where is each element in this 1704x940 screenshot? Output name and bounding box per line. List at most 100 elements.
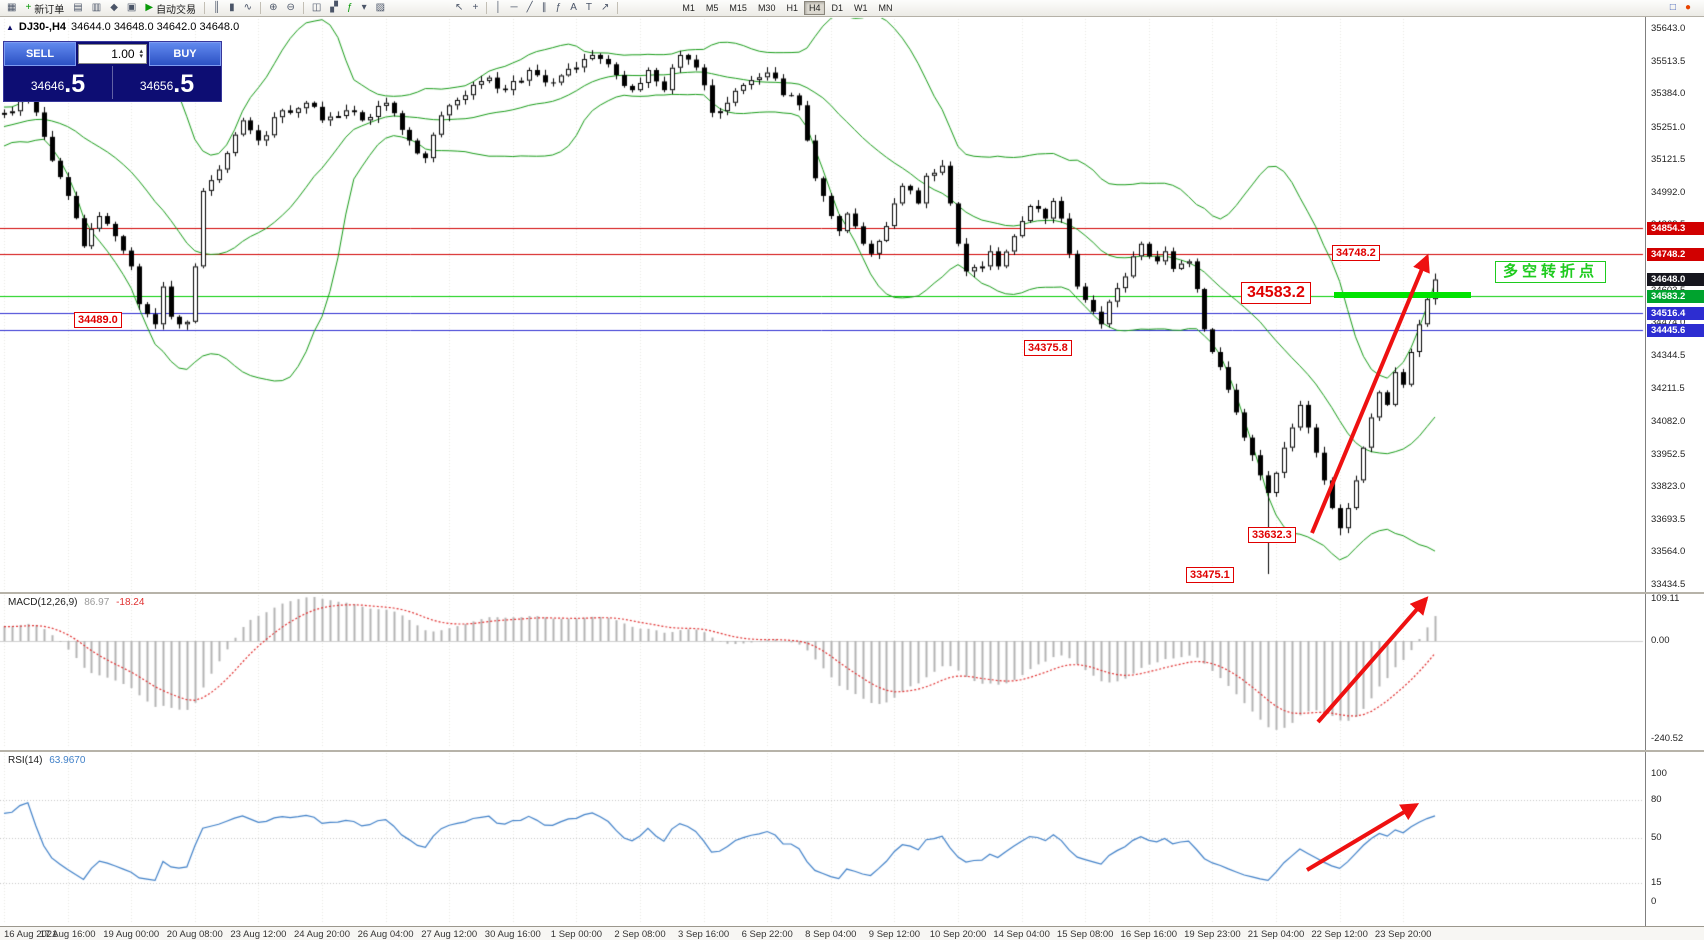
price-axis-tick: 33693.5 [1651, 513, 1686, 525]
sell-price: 34646 .5 [4, 66, 112, 99]
cursor-button[interactable]: ↖ [451, 1, 467, 16]
price-annotation[interactable]: 34748.2 [1332, 245, 1380, 261]
timeframe-m1-button[interactable]: M1 [677, 1, 700, 15]
volume-down-icon[interactable]: ▾ [139, 53, 144, 60]
price-annotation[interactable]: 34489.0 [74, 312, 122, 328]
arrow-tool-button[interactable]: ↗ [597, 1, 613, 16]
rsi-axis-tick: 100 [1651, 768, 1667, 779]
vertical-line-icon: │ [495, 2, 502, 13]
timeframe-m5-button[interactable]: M5 [701, 1, 724, 15]
rsi-axis-tick: 80 [1651, 793, 1662, 805]
fibonacci-button[interactable]: ƒ [552, 1, 566, 16]
zoom-in-icon: ⊕ [269, 2, 278, 13]
navigator-icon: ◆ [110, 2, 118, 13]
crosshair-button[interactable]: + [468, 1, 482, 16]
turning-point-annotation[interactable]: 多空转折点 [1495, 261, 1607, 283]
horizontal-line-icon: ─ [510, 2, 518, 13]
panel-separator-main-macd[interactable] [0, 592, 1704, 594]
price-axis-tick: 35121.5 [1651, 154, 1686, 166]
macd-axis-tick: 0.00 [1651, 635, 1670, 646]
price-axis-tick: 35384.0 [1651, 88, 1686, 100]
sell-button[interactable]: SELL [4, 42, 76, 66]
level-price-badge: 34516.4 [1647, 306, 1704, 320]
price-axis-tick: 33434.5 [1651, 579, 1686, 590]
label-tool-icon: T [585, 2, 592, 13]
zoom-in-button[interactable]: ⊕ [265, 1, 281, 16]
macd-header: MACD(12,26,9) 86.97 -18.24 [8, 597, 144, 608]
volume-input[interactable] [79, 47, 137, 61]
order-panel-prices: 34646 .5 34656 .5 [4, 66, 221, 99]
timeframe-h4-button[interactable]: H4 [803, 1, 826, 15]
market-watch-button[interactable]: ▥ [88, 1, 105, 16]
time-axis-label: 19 Aug 00:00 [103, 929, 160, 940]
timeframe-m30-button[interactable]: M30 [753, 1, 781, 15]
support-highlight-bar[interactable] [1334, 292, 1471, 298]
arrow-tool-icon: ↗ [601, 2, 610, 13]
channel-button[interactable]: ∥ [538, 1, 551, 16]
line-chart-button[interactable]: ∿ [240, 1, 256, 16]
terminal-button[interactable]: ▣ [123, 1, 140, 16]
price-annotation[interactable]: 33632.3 [1248, 527, 1296, 543]
price-axis-tick: 34082.0 [1651, 415, 1686, 427]
timeframe-h1-button[interactable]: H1 [781, 1, 803, 15]
time-axis-label: 21 Sep 04:00 [1247, 929, 1305, 940]
timeframe-m15-button[interactable]: M15 [724, 1, 752, 15]
vertical-line-button[interactable]: │ [491, 1, 505, 16]
auto-arrange-button[interactable]: ▞ [326, 1, 342, 16]
buy-button[interactable]: BUY [149, 42, 221, 66]
one-click-trading-panel: SELL ▴ ▾ BUY 34646 .5 34656 .5 [3, 41, 222, 102]
order-panel-controls: SELL ▴ ▾ BUY [4, 42, 221, 66]
collapse-one-click-icon[interactable]: ▲ [6, 22, 14, 32]
price-annotation[interactable]: 33475.1 [1186, 567, 1234, 583]
chart-profiles-button[interactable]: ▤ [69, 1, 86, 16]
periods-dropdown-button[interactable]: ▾ [358, 1, 371, 16]
bar-chart-button[interactable]: ║ [209, 1, 224, 16]
channel-icon: ∥ [541, 2, 547, 13]
buy-price: 34656 .5 [112, 66, 221, 99]
tile-windows-button[interactable]: ◫ [308, 1, 325, 16]
macd-axis-tick: 109.11 [1651, 593, 1680, 604]
alert-status-button[interactable]: ● [1681, 1, 1695, 16]
ohlc-values: 34644.0 34648.0 34642.0 34648.0 [71, 21, 240, 33]
bar-chart-icon: ║ [213, 2, 221, 13]
price-axis-tick: 35643.0 [1651, 23, 1686, 34]
time-axis-label: 22 Sep 12:00 [1311, 929, 1368, 940]
toolbar-separator [260, 2, 262, 14]
timeframe-d1-button[interactable]: D1 [826, 1, 848, 15]
current-price-badge: 34648.0 [1647, 273, 1704, 287]
horizontal-line-button[interactable]: ─ [507, 1, 522, 16]
label-tool-button[interactable]: T [582, 1, 596, 16]
toolbar-separator [486, 2, 488, 14]
timeframe-mn-button[interactable]: MN [874, 1, 898, 15]
panel-separator-macd-rsi[interactable] [0, 750, 1704, 752]
new-order-button[interactable]: + 新订单 [21, 1, 68, 16]
tile-windows-icon: ◫ [311, 2, 322, 13]
candlestick-chart-button[interactable]: ▮ [225, 1, 239, 16]
toolbar-separator [302, 2, 304, 14]
indicators-button[interactable]: ƒ [343, 1, 357, 16]
timeframe-w1-button[interactable]: W1 [849, 1, 873, 15]
symbol-period-label: DJ30-,H4 [18, 21, 66, 33]
price-axis-tick: 34344.5 [1651, 349, 1686, 361]
fullscreen-button[interactable]: □ [1666, 1, 1680, 16]
chart-profiles-icon: ▤ [73, 2, 83, 13]
volume-up-icon[interactable]: ▴ [139, 48, 144, 55]
price-annotation[interactable]: 34583.2 [1241, 282, 1311, 304]
navigator-button[interactable]: ◆ [106, 1, 122, 16]
price-axis-tick: 34211.5 [1651, 383, 1685, 395]
trendline-button[interactable]: ╱ [523, 1, 537, 16]
auto-trading-button[interactable]: ▶ 自动交易 [141, 1, 200, 16]
level-price-badge: 34445.6 [1647, 324, 1704, 338]
volume-field[interactable]: ▴ ▾ [78, 44, 147, 64]
time-axis-label: 2 Sep 08:00 [614, 929, 666, 940]
toolbar: ▦ + 新订单 ▤ ▥ ◆ ▣ ▶ 自动交易 ║ ▮ ∿ ⊕ ⊖ ◫ ▞ ƒ ▾ ▨ ↖ + │ ─ ╱ ∥ ƒ A T ↗ M1 M5 M… [0, 0, 1704, 17]
text-tool-button[interactable]: A [566, 1, 581, 16]
new-chart-button[interactable]: ▦ [3, 1, 20, 16]
zoom-out-button[interactable]: ⊖ [282, 1, 298, 16]
templates-button[interactable]: ▨ [372, 1, 389, 16]
macd-main-value: 86.97 [84, 597, 110, 608]
fibonacci-icon: ƒ [555, 2, 562, 13]
price-annotation[interactable]: 34375.8 [1024, 340, 1072, 356]
